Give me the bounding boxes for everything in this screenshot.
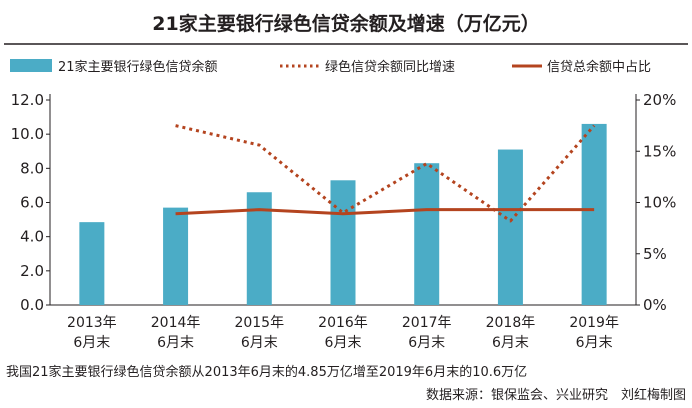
y-right-tick-label: 5%	[643, 245, 667, 263]
x-tick-label-month: 6月末	[325, 335, 362, 351]
x-tick-label-month: 6月末	[73, 335, 110, 351]
x-tick-label-month: 6月末	[408, 335, 445, 351]
y-left-tick-label: 12.0	[11, 91, 44, 109]
y-left-tick-label: 10.0	[11, 125, 44, 143]
x-tick-label-year: 2014年	[151, 315, 201, 331]
y-left-tick-label: 2.0	[20, 262, 44, 280]
y-left-tick-label: 6.0	[20, 194, 44, 212]
source-credit: 数据来源：银保监会、兴业研究 刘红梅制图	[426, 387, 686, 403]
bar-balance	[163, 207, 189, 305]
y-right-tick-label: 10%	[643, 194, 676, 212]
bar-balance	[581, 123, 607, 306]
bar-balance	[414, 163, 440, 305]
legend: 21家主要银行绿色信贷余额 绿色信贷余额同比增速 信贷总余额中占比	[10, 59, 651, 75]
x-tick-label-year: 2018年	[486, 315, 536, 331]
x-tick-label-month: 6月末	[576, 335, 613, 351]
y-left-tick-label: 0.0	[20, 296, 44, 314]
legend-label-growth: 绿色信贷余额同比增速	[325, 59, 455, 75]
chart-title: 21家主要银行绿色信贷余额及增速（万亿元）	[152, 12, 539, 35]
x-tick-label-year: 2015年	[234, 315, 284, 331]
y-right-tick-label: 15%	[643, 142, 676, 160]
x-tick-label-month: 6月末	[157, 335, 194, 351]
y-right-tick-label: 0%	[643, 296, 667, 314]
y-left-tick-label: 8.0	[20, 159, 44, 177]
bar-balance	[497, 149, 523, 305]
legend-label-balance: 21家主要银行绿色信贷余额	[58, 59, 218, 75]
legend-label-share: 信贷总余额中占比	[547, 59, 651, 75]
bar-balance	[330, 180, 356, 305]
footer-note: 我国21家主要银行绿色信贷余额从2013年6月末的4.85万亿增至2019年6月…	[6, 364, 527, 380]
x-tick-label-year: 2013年	[67, 315, 117, 331]
x-tick-label-year: 2019年	[569, 315, 619, 331]
x-tick-label-month: 6月末	[492, 335, 529, 351]
legend-swatch-balance	[10, 59, 52, 72]
y-left-tick-label: 4.0	[20, 228, 44, 246]
x-tick-label-year: 2016年	[318, 315, 368, 331]
plot-area: 0.0 2.0 4.0 6.0 8.0 10.0 12.0 0% 5% 10% 15% 20% 2013…	[11, 91, 677, 351]
x-tick-label-year: 2017年	[402, 315, 452, 331]
line-share-of-total	[175, 208, 595, 216]
y-right-tick-label: 20%	[643, 91, 676, 109]
chart-title-group: 21家主要银行绿色信贷余额及增速（万亿元）	[4, 12, 688, 45]
footer: 我国21家主要银行绿色信贷余额从2013年6月末的4.85万亿增至2019年6月…	[6, 364, 686, 403]
line-growth-rate	[175, 124, 596, 223]
bar-balance	[79, 222, 105, 305]
x-tick-label-month: 6月末	[241, 335, 278, 351]
